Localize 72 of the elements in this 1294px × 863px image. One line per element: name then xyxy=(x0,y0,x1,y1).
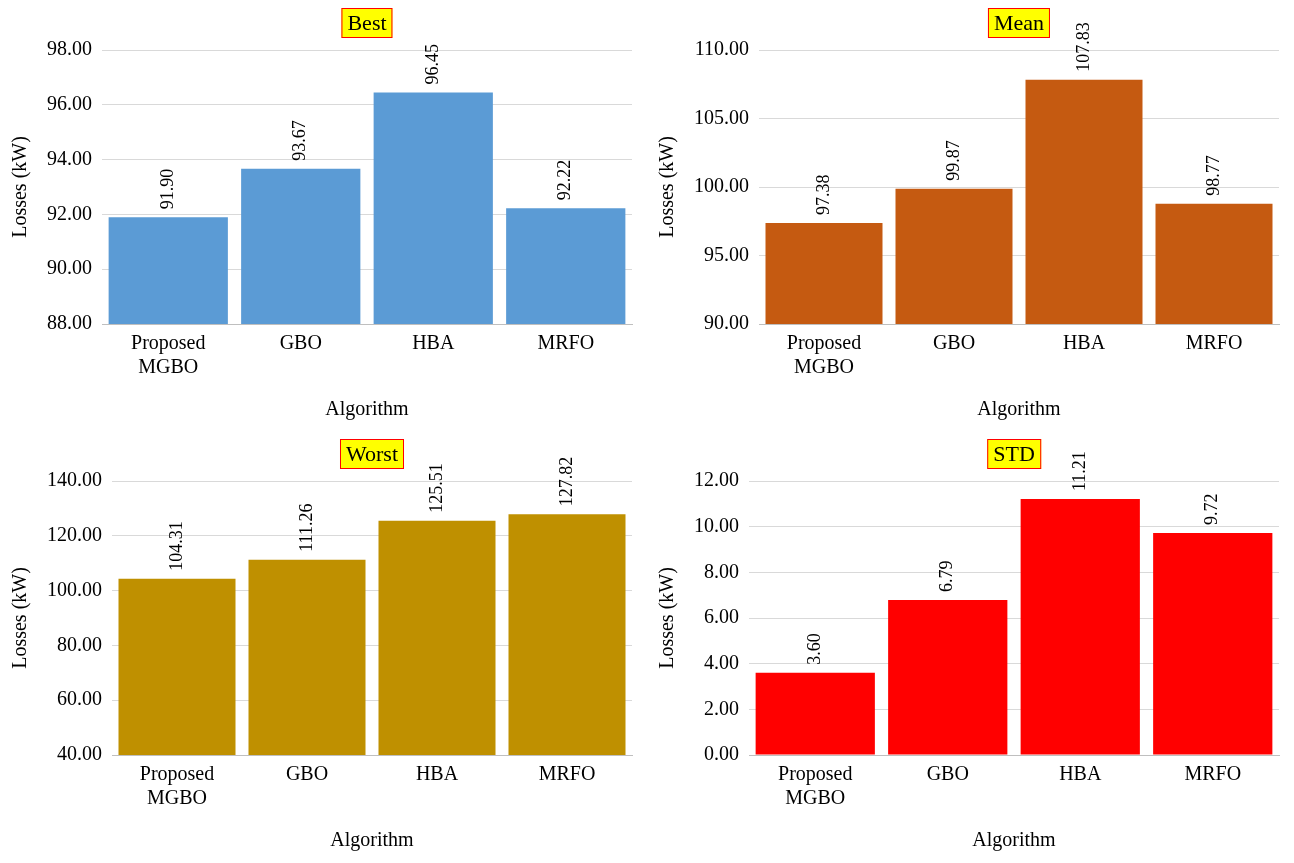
x-tick-label: MRFO xyxy=(1184,762,1242,785)
y-tick-label: 95.00 xyxy=(704,242,749,265)
bar xyxy=(1153,533,1273,755)
x-tick-label: HBA xyxy=(415,762,459,785)
x-tick-label: HBA xyxy=(412,331,455,354)
x-tick-label: GBO xyxy=(926,762,969,785)
chart-title: Worst xyxy=(339,439,405,469)
y-tick-label: 96.00 xyxy=(47,92,92,115)
y-tick-label: 80.00 xyxy=(57,632,102,655)
y-tick-label: 100.00 xyxy=(694,174,749,197)
y-tick-label: 105.00 xyxy=(694,105,749,128)
y-tick-label: 6.00 xyxy=(704,605,739,628)
y-tick-label: 10.00 xyxy=(694,513,739,536)
data-label: 97.38 xyxy=(812,174,833,215)
y-tick-label: 12.00 xyxy=(694,468,739,491)
data-label: 92.22 xyxy=(554,159,575,201)
x-tick-label: GBO xyxy=(285,762,329,785)
y-tick-label: 90.00 xyxy=(47,256,92,279)
x-axis-title: Algorithm xyxy=(330,828,415,852)
x-axis-title: Algorithm xyxy=(972,828,1057,852)
y-tick-label: 4.00 xyxy=(704,650,739,673)
y-tick-label: 40.00 xyxy=(57,742,102,765)
data-label: 93.67 xyxy=(289,120,310,161)
x-tick-label: MRFO xyxy=(538,762,596,785)
y-tick-label: 120.00 xyxy=(47,523,102,546)
x-tick-label: HBA xyxy=(1059,762,1102,785)
x-tick-label: Proposed MGBO xyxy=(778,762,853,809)
x-tick-label: MRFO xyxy=(1185,331,1243,354)
x-tick-label: HBA xyxy=(1062,331,1106,354)
y-tick-label: 0.00 xyxy=(704,742,739,765)
data-label: 91.90 xyxy=(156,168,177,210)
bar xyxy=(755,672,875,755)
x-tick-label: MRFO xyxy=(537,331,595,354)
chart-title: Best xyxy=(341,8,393,38)
data-label: 125.51 xyxy=(425,463,446,513)
data-label: 104.31 xyxy=(165,521,186,571)
y-axis-title: Losses (kW) xyxy=(655,567,679,669)
x-tick-label: Proposed MGBO xyxy=(131,331,206,378)
y-tick-label: 94.00 xyxy=(47,146,92,169)
x-tick-label: Proposed MGBO xyxy=(139,762,215,809)
y-tick-label: 100.00 xyxy=(47,577,102,600)
y-tick-label: 90.00 xyxy=(704,311,749,334)
data-label: 111.26 xyxy=(295,503,316,552)
data-label: 127.82 xyxy=(555,456,576,507)
x-axis-title: Algorithm xyxy=(977,397,1062,421)
x-tick-label: GBO xyxy=(932,331,976,354)
y-tick-label: 88.00 xyxy=(47,311,92,334)
y-tick-label: 8.00 xyxy=(704,559,739,582)
y-tick-label: 60.00 xyxy=(57,687,102,710)
y-tick-label: 98.00 xyxy=(47,37,92,60)
y-tick-label: 92.00 xyxy=(47,201,92,224)
y-axis-title: Losses (kW) xyxy=(8,567,32,669)
x-tick-label: Proposed MGBO xyxy=(786,331,862,378)
data-label: 3.60 xyxy=(803,633,824,665)
chart-title: STD xyxy=(987,439,1041,469)
data-label: 98.77 xyxy=(1202,155,1223,196)
y-axis-title: Losses (kW) xyxy=(8,136,32,238)
data-label: 11.21 xyxy=(1068,451,1089,492)
y-axis-title: Losses (kW) xyxy=(655,136,679,238)
bar xyxy=(1020,499,1140,755)
y-tick-label: 140.00 xyxy=(47,468,102,491)
data-label: 96.45 xyxy=(421,43,442,85)
bar xyxy=(888,599,1008,755)
x-axis-title: Algorithm xyxy=(325,397,410,421)
data-label: 99.87 xyxy=(942,140,963,181)
data-label: 6.79 xyxy=(936,560,957,592)
y-tick-label: 110.00 xyxy=(694,37,749,60)
y-tick-label: 2.00 xyxy=(704,696,739,719)
x-tick-label: GBO xyxy=(279,331,322,354)
data-label: 107.83 xyxy=(1072,22,1093,72)
data-label: 9.72 xyxy=(1201,493,1222,526)
chart-title: Mean xyxy=(987,8,1051,38)
